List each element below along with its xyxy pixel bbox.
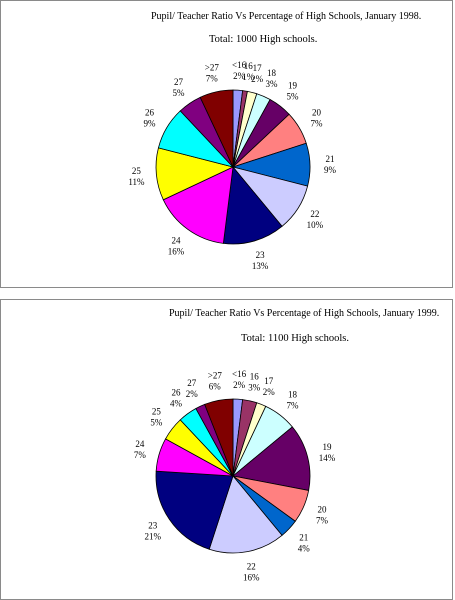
chart-subtitle: Total: 1000 High schools. xyxy=(209,34,318,45)
slice-percent-label: 7% xyxy=(134,450,147,460)
slice-category-label: 25 xyxy=(132,166,142,176)
slice-category-label: 24 xyxy=(135,439,145,449)
slice-percent-label: 7% xyxy=(316,516,329,526)
slice-percent-label: 5% xyxy=(287,91,300,101)
slice-category-label: 22 xyxy=(247,561,256,571)
slice-percent-label: 7% xyxy=(287,400,300,410)
slice-category-label: 26 xyxy=(145,108,155,118)
slice-category-label: 18 xyxy=(267,68,277,78)
chart-subtitle: Total: 1100 High schools. xyxy=(241,333,349,344)
chart-panel-1998: Pupil/ Teacher Ratio Vs Percentage of Hi… xyxy=(0,0,453,288)
slice-percent-label: 1% xyxy=(242,72,255,82)
slice-percent-label: 2% xyxy=(263,387,276,397)
slice-category-label: <16 xyxy=(232,60,247,70)
slice-category-label: >27 xyxy=(208,371,223,381)
slice-percent-label: 14% xyxy=(319,453,336,463)
slice-category-label: 22 xyxy=(310,209,319,219)
slice-percent-label: 2% xyxy=(251,74,264,84)
slice-category-label: 25 xyxy=(152,407,162,417)
slice-percent-label: 7% xyxy=(311,119,324,129)
slice-percent-label: 4% xyxy=(298,543,311,553)
slice-category-label: 23 xyxy=(256,250,266,260)
slice-category-label: 17 xyxy=(264,376,274,386)
slice-category-label: 21 xyxy=(326,154,335,164)
slice-percent-label: 9% xyxy=(144,119,157,129)
slice-category-label: 27 xyxy=(174,77,184,87)
slice-percent-label: 21% xyxy=(145,532,162,542)
slice-category-label: 23 xyxy=(148,521,158,531)
slice-percent-label: 5% xyxy=(173,88,186,98)
slice-category-label: 16 xyxy=(250,371,260,381)
pie-chart-1998: <162%161%172%183% 195%207%219%2210%2313%2… xyxy=(128,60,337,271)
pie-slice-gt27 xyxy=(204,398,234,477)
slice-percent-label: 7% xyxy=(206,73,219,83)
slice-percent-label: 2% xyxy=(233,380,246,390)
pie-slice-23 xyxy=(222,166,283,245)
pie-chart-1999: <162%163%172% 187%1914%207%214%2216%2321%… xyxy=(134,369,336,582)
slice-category-label: 26 xyxy=(172,388,182,398)
slice-category-label: 20 xyxy=(312,108,322,118)
pie-slice-22 xyxy=(208,475,283,554)
slice-percent-label: 16% xyxy=(243,572,260,582)
slice-category-label: 20 xyxy=(318,505,328,515)
slice-category-label: 21 xyxy=(299,532,308,542)
slice-percent-label: 5% xyxy=(150,418,163,428)
pie-slice-23 xyxy=(155,470,234,550)
pie-slice-24 xyxy=(162,166,234,244)
chart-title: Pupil/ Teacher Ratio Vs Percentage of Hi… xyxy=(169,308,440,319)
slice-percent-label: 3% xyxy=(266,79,279,89)
slice-percent-label: 2% xyxy=(186,389,199,399)
slice-percent-label: 2% xyxy=(233,71,246,81)
slice-percent-label: 3% xyxy=(248,382,261,392)
chart-title: Pupil/ Teacher Ratio Vs Percentage of Hi… xyxy=(151,11,422,22)
slice-category-label: 19 xyxy=(288,80,298,90)
slice-category-label: 16 xyxy=(244,61,254,71)
slice-percent-label: 6% xyxy=(209,382,222,392)
slice-percent-label: 11% xyxy=(128,177,145,187)
pie-slice-gt27 xyxy=(199,89,234,168)
slice-category-label: 17 xyxy=(253,63,263,73)
slice-percent-label: 16% xyxy=(168,247,185,257)
slice-category-label: 18 xyxy=(288,389,298,399)
pie-slice-19 xyxy=(232,426,311,491)
slice-category-label: 19 xyxy=(323,442,333,452)
slice-percent-label: 13% xyxy=(252,261,269,271)
slice-category-label: >27 xyxy=(205,62,220,72)
slice-percent-label: 4% xyxy=(170,399,183,409)
slice-category-label: 27 xyxy=(187,378,197,388)
slice-category-label: <16 xyxy=(232,369,247,379)
chart-panel-1999: Pupil/ Teacher Ratio Vs Percentage of Hi… xyxy=(0,299,453,600)
slice-percent-label: 10% xyxy=(307,220,324,230)
slice-category-label: 24 xyxy=(172,236,182,246)
slice-percent-label: 9% xyxy=(324,165,337,175)
